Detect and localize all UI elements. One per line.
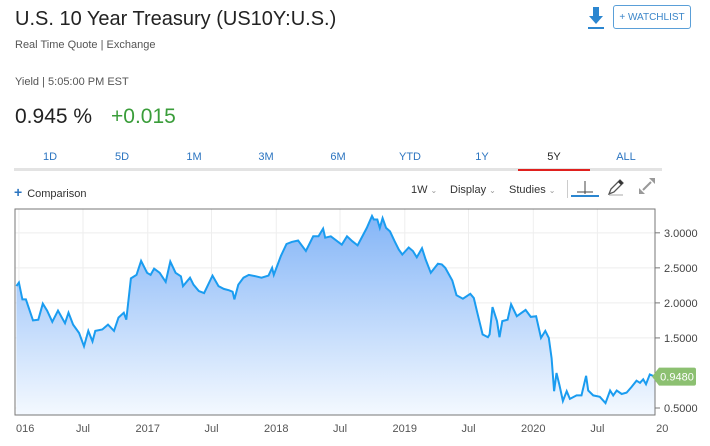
- quote-source: Real Time Quote | Exchange: [15, 39, 156, 51]
- current-yield: 0.945 %: [15, 105, 93, 128]
- display-label: Display: [450, 184, 487, 196]
- x-tick-label: 2020: [521, 423, 545, 435]
- y-tick-label: 2.0000: [664, 298, 698, 310]
- pencil-icon[interactable]: [606, 177, 626, 197]
- display-dropdown[interactable]: Display ⌄: [450, 184, 496, 196]
- chevron-down-icon: ⌄: [548, 186, 556, 195]
- plot-frame: [14, 208, 656, 416]
- time-range-tabs: 1D 5D 1M 3M 6M YTD 1Y 5Y ALL: [14, 148, 662, 171]
- y-tick-label: 3.0000: [664, 228, 698, 240]
- tab-1d[interactable]: 1D: [42, 151, 58, 163]
- plus-icon: +: [14, 184, 23, 200]
- toolbar-divider: [567, 180, 568, 198]
- tab-6m[interactable]: 6M: [330, 151, 346, 163]
- x-tick-label: 2018: [264, 423, 288, 435]
- x-tick-label: Jul: [204, 423, 218, 435]
- last-value-badge: 0.9480: [652, 367, 696, 386]
- y-tick-label: 1.5000: [664, 333, 698, 345]
- x-tick-label: Jul: [590, 423, 604, 435]
- x-tick-label: 2019: [393, 423, 417, 435]
- tab-5d[interactable]: 5D: [114, 151, 130, 163]
- x-axis: 016 Jul 2017 Jul 2018 Jul 2019 Jul 2020 Jul 20: [16, 423, 668, 435]
- crosshair-icon[interactable]: [571, 179, 599, 199]
- y-axis: 3.0000 2.5000 2.0000 1.5000 0.5000: [655, 228, 698, 415]
- tab-ytd[interactable]: YTD: [399, 151, 421, 163]
- tab-1m[interactable]: 1M: [186, 151, 202, 163]
- x-tick-label: Jul: [333, 423, 347, 435]
- expand-icon[interactable]: [637, 176, 657, 196]
- yield-change: +0.015: [111, 105, 176, 128]
- x-tick-label: 2017: [136, 423, 160, 435]
- add-to-watchlist-button[interactable]: + WATCHLIST: [613, 5, 691, 29]
- studies-dropdown[interactable]: Studies ⌄: [509, 184, 555, 196]
- yield-line: [15, 213, 655, 406]
- comparison-label: Comparison: [27, 188, 87, 200]
- y-tick-label: 0.5000: [664, 403, 698, 415]
- download-icon[interactable]: [587, 6, 605, 30]
- interval-dropdown[interactable]: 1W ⌄: [411, 184, 437, 196]
- y-tick-label: 2.5000: [664, 263, 698, 275]
- x-tick-label: Jul: [461, 423, 475, 435]
- tab-5y[interactable]: 5Y: [518, 148, 590, 171]
- chevron-down-icon: ⌄: [489, 186, 496, 195]
- x-tick-label: 20: [656, 423, 668, 435]
- tab-1y[interactable]: 1Y: [475, 151, 489, 163]
- studies-label: Studies: [509, 184, 546, 196]
- yield-timestamp: Yield | 5:05:00 PM EST: [15, 76, 129, 88]
- interval-label: 1W: [411, 184, 428, 196]
- chevron-down-icon: ⌄: [430, 186, 438, 195]
- page-title: U.S. 10 Year Treasury (US10Y:U.S.): [15, 8, 337, 30]
- x-tick-label: 016: [16, 423, 34, 435]
- last-value-label: 0.9480: [660, 372, 694, 384]
- comparison-button[interactable]: + Comparison: [14, 184, 87, 200]
- tab-3m[interactable]: 3M: [258, 151, 274, 163]
- tab-all[interactable]: ALL: [616, 151, 636, 163]
- x-tick-label: Jul: [76, 423, 90, 435]
- yield-area: [16, 216, 655, 415]
